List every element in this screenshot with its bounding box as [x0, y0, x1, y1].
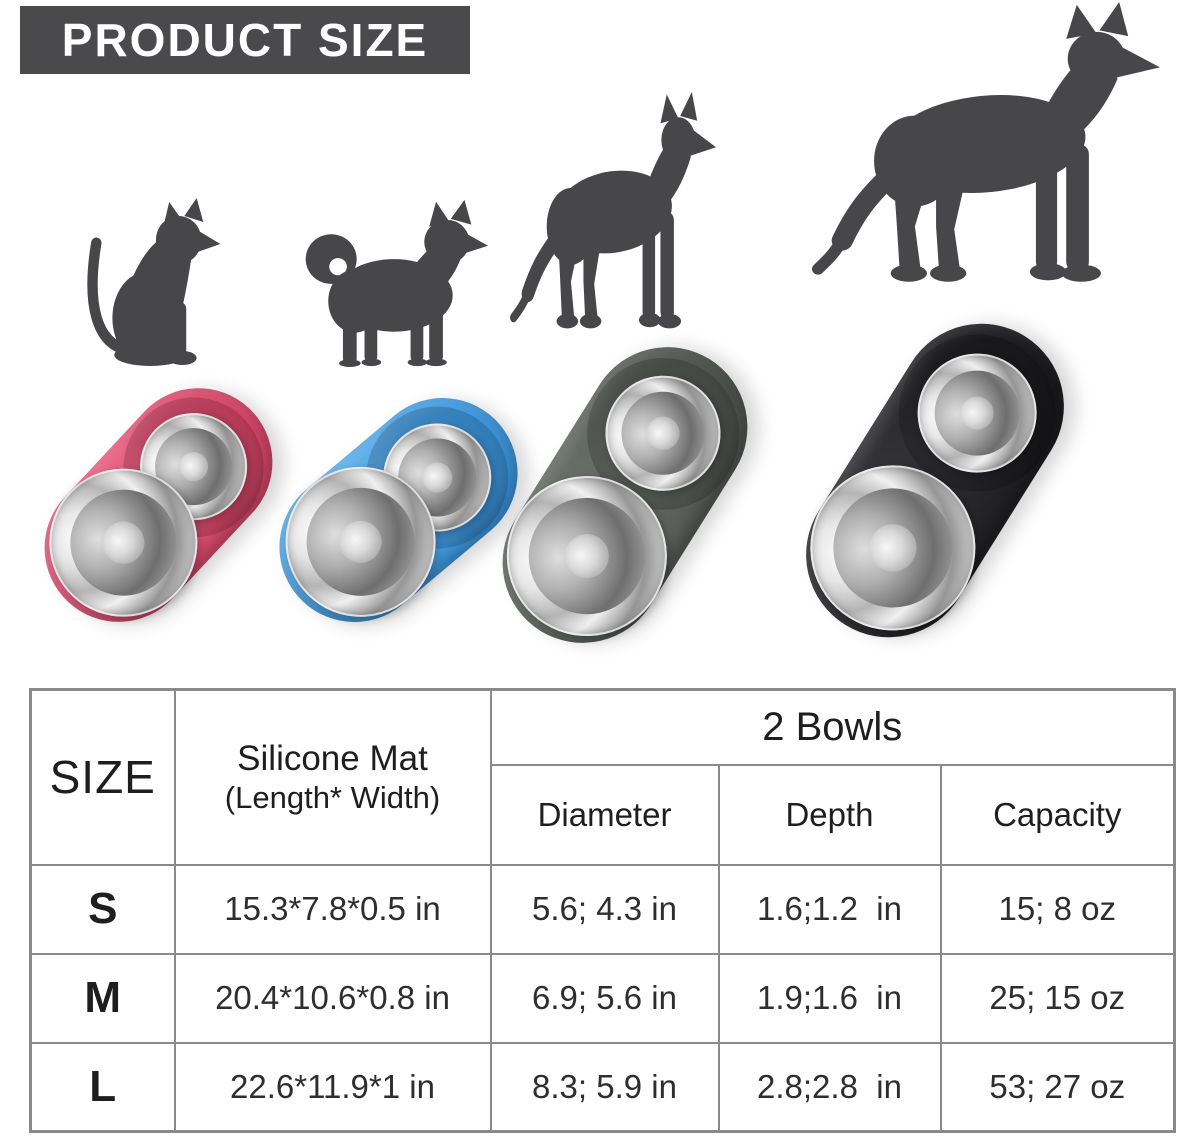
mat-dimensions-cell: 22.6*11.9*1 in [173, 1041, 492, 1133]
diameter-cell: 8.3; 5.9 in [489, 1041, 720, 1133]
capacity-cell: 53; 27 oz [939, 1041, 1176, 1133]
small-dog-silhouette [292, 196, 488, 368]
capacity-cell: 25; 15 oz [939, 952, 1176, 1044]
col-header-depth: Depth [717, 763, 942, 866]
size-cell: L [29, 1041, 176, 1133]
capacity-cell: 15; 8 oz [939, 863, 1176, 955]
mat-dimensions-cell: 20.4*10.6*0.8 in [173, 952, 492, 1044]
depth-cell: 1.6;1.2 in [717, 863, 942, 955]
table-row-large: L 22.6*11.9*1 in 8.3; 5.9 in 2.8;2.8 in … [29, 1041, 1176, 1133]
depth-cell: 1.9;1.6 in [717, 952, 942, 1044]
large-dog-icon [812, 2, 1160, 282]
table-row-small: S 15.3*7.8*0.5 in 5.6; 4.3 in 1.6;1.2 in… [29, 863, 1176, 955]
black-double-bowl-mat [774, 292, 1096, 669]
size-cell: S [29, 863, 176, 955]
depth-cell: 2.8;2.8 in [717, 1041, 942, 1133]
table-row-medium: M 20.4*10.6*0.8 in 6.9; 5.6 in 1.9;1.6 i… [29, 952, 1176, 1044]
cat-icon [87, 198, 221, 366]
length-width-label: (Length* Width) [224, 779, 441, 815]
diameter-cell: 5.6; 4.3 in [489, 863, 720, 955]
blue-double-bowl-mat [248, 367, 549, 653]
title-banner: PRODUCT SIZE [20, 6, 470, 74]
page-title: PRODUCT SIZE [61, 14, 429, 66]
col-group-2-bowls: 2 Bowls [489, 688, 1176, 766]
size-table: SIZE Silicone Mat (Length* Width) 2 Bowl… [29, 688, 1177, 1133]
large-dog-silhouette [812, 2, 1160, 286]
cat-silhouette [84, 198, 226, 368]
pink-double-bowl-mat [14, 357, 303, 653]
col-header-size: SIZE [29, 688, 176, 866]
medium-dog-silhouette [510, 92, 716, 332]
col-header-silicone-mat: Silicone Mat (Length* Width) [173, 688, 492, 866]
small-dog-icon [305, 199, 488, 368]
col-header-diameter: Diameter [489, 763, 720, 866]
medium-dog-icon [510, 92, 716, 329]
silicone-mat-label: Silicone Mat [237, 739, 428, 779]
diameter-cell: 6.9; 5.6 in [489, 952, 720, 1044]
mat-dimensions-cell: 15.3*7.8*0.5 in [173, 863, 492, 955]
col-header-capacity: Capacity [939, 763, 1176, 866]
size-cell: M [29, 952, 176, 1044]
